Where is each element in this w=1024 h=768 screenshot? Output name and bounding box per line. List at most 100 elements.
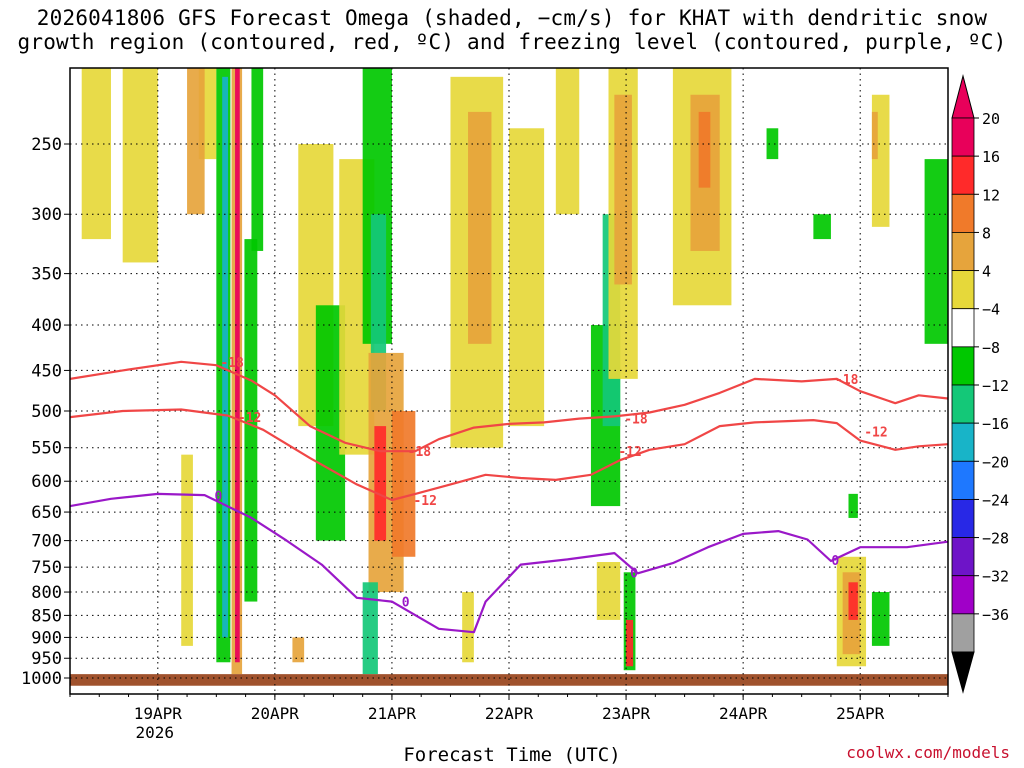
colorbar-swatch [951,117,975,157]
omega-shade-region [626,619,634,667]
omega-shade-region [848,582,858,620]
colorbar-over-triangle [951,74,975,119]
colorbar-label: 4 [982,263,991,281]
colorbar-label: −28 [982,530,1009,548]
contour-label: 0 [214,490,222,505]
colorbar-swatch [951,384,975,424]
contour-line [70,360,948,453]
contour-label: 0 [630,566,638,581]
x-tick-label: 25APR [836,704,885,723]
plot-frame [69,67,949,695]
y-tick-label: 1000 [21,669,62,689]
omega-shade-region [924,159,948,344]
colorbar-label: −16 [982,415,1009,433]
y-tick-label: 300 [31,205,62,225]
colorbar-label: −4 [982,301,1000,319]
colorbar-label: −24 [982,491,1009,509]
omega-shade-region [181,454,193,646]
omega-shade-region [698,111,711,188]
y-tick-label: 750 [31,558,62,578]
contour-label: -12 [864,425,887,440]
colorbar-swatch [951,346,975,386]
y-tick-label: 600 [31,472,62,492]
omega-shade-region [251,68,264,251]
contour-label: -12 [238,411,261,426]
colorbar-swatch [951,575,975,615]
contour-label: 0 [831,554,839,569]
colorbar-swatch [951,232,975,271]
y-tick-label: 850 [31,606,62,626]
y-tick-label: 900 [31,628,62,648]
colorbar-swatch [951,460,975,500]
y-tick-label: 650 [31,503,62,523]
colorbar-label: −12 [982,377,1009,395]
contour-line [70,492,948,634]
colorbar-swatch [951,537,975,577]
omega-shade-region [292,637,305,663]
y-tick-label: 800 [31,583,62,603]
y-tick-label: 550 [31,439,62,459]
contour-label: 0 [402,596,410,611]
colorbar-under-triangle [951,651,975,694]
omega-shade-region [766,128,779,160]
colorbar-swatch [951,499,975,538]
colorbar-swatch [951,270,975,310]
x-tick-label: 21APR [368,704,417,723]
omega-shade-region [222,76,229,638]
omega-shade-region [391,411,416,557]
y-tick-label: 450 [31,361,62,381]
y-tick-label: 500 [31,402,62,422]
omega-shade-region [235,68,240,663]
omega-shade-region [509,128,545,427]
y-tick-label: 350 [31,265,62,285]
contour-label: -18 [220,356,244,371]
colorbar-swatch [951,308,975,348]
omega-shade-region [122,68,158,263]
colorbar-swatch [951,613,975,653]
y-tick-label: 700 [31,532,62,552]
colorbar-label: −36 [982,606,1009,624]
y-tick-label: 950 [31,649,62,669]
omega-shade-region [362,582,378,675]
x-tick-label: 22APR [485,704,534,723]
x-axis-title: Forecast Time (UTC) [403,744,621,766]
omega-shade-region [468,111,492,344]
y-tick-label: 400 [31,316,62,336]
x-tick-year-label: 2026 [136,723,175,742]
omega-shade-region [555,68,580,215]
colorbar-label: 12 [982,186,1000,204]
omega-shade-region [462,592,474,663]
x-tick-label: 20APR [251,704,300,723]
omega-shade-region [374,426,387,541]
omega-shading-layer [70,68,948,686]
x-tick-label: 23APR [602,704,651,723]
omega-shade-region [813,214,831,240]
x-tick-label: 19APR [134,704,183,723]
colorbar-swatch [951,155,975,195]
contour-label: -18 [835,373,859,388]
contour-label: -18 [624,413,648,428]
contour-label: -12 [618,445,641,460]
omega-shade-region [81,68,111,240]
chart-title-line-1: 2026041806 GFS Forecast Omega (shaded, −… [36,6,988,30]
site-credit[interactable]: coolwx.com/models [846,743,1010,762]
omega-shade-region [187,68,205,215]
x-tick-label: 24APR [719,704,768,723]
colorbar-swatch [951,193,975,233]
chart-title-line-2: growth region (contoured, red, ºC) and f… [17,30,1007,54]
colorbar-swatch [951,422,975,462]
contour-label: -18 [408,445,432,460]
colorbar-label: 8 [982,224,991,242]
omega-shade-region [848,493,858,518]
colorbar-label: 20 [982,110,1000,128]
contour-label: -12 [413,494,436,509]
colorbar-label: −20 [982,453,1009,471]
omega-shade-region [614,94,632,285]
omega-shade-region [244,239,258,602]
omega-shade-region [596,562,621,620]
contour-layer: -18 -18 -18 -18 -12 -12 -12 -12 0 0 0 0 [70,356,948,634]
y-tick-label: 250 [31,135,62,155]
colorbar-label: −8 [982,339,1000,357]
